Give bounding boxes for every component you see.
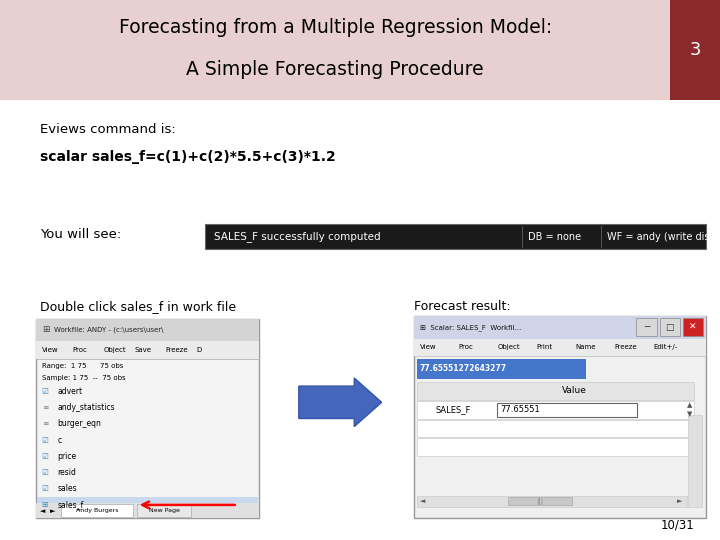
Text: ⊞: ⊞: [42, 501, 48, 509]
Text: SALES_F successfully computed: SALES_F successfully computed: [214, 231, 380, 242]
Bar: [414, 339, 706, 356]
Bar: [636, 318, 657, 336]
Text: ☑: ☑: [42, 387, 49, 396]
Bar: [660, 318, 680, 336]
Bar: [417, 359, 586, 379]
Text: 77.65551272643277: 77.65551272643277: [420, 364, 507, 373]
Text: Save: Save: [135, 347, 152, 353]
Text: WF = andy (write disabled): WF = andy (write disabled): [607, 232, 720, 241]
Bar: [688, 415, 702, 507]
Text: ◄: ◄: [40, 508, 45, 514]
Bar: [417, 420, 694, 437]
Text: Workfile: ANDY - (c:\users\user\: Workfile: ANDY - (c:\users\user\: [54, 327, 163, 333]
Bar: [497, 403, 637, 417]
Text: ⊞: ⊞: [42, 326, 49, 334]
Text: Proc: Proc: [459, 345, 474, 350]
Text: ▼: ▼: [687, 411, 693, 417]
FancyArrow shape: [299, 378, 382, 427]
Text: 10/31: 10/31: [661, 519, 695, 532]
Bar: [417, 401, 694, 418]
Text: ✕: ✕: [689, 323, 696, 332]
Bar: [205, 224, 706, 249]
Text: Range:  1 75      75 obs: Range: 1 75 75 obs: [42, 363, 123, 369]
Text: 3: 3: [690, 41, 701, 59]
Text: 77.65551: 77.65551: [500, 405, 540, 414]
Text: ☑: ☑: [42, 468, 49, 477]
Text: ☑: ☑: [42, 484, 49, 493]
Text: Andy Burgers: Andy Burgers: [76, 508, 119, 514]
Text: ─: ─: [644, 323, 649, 332]
Text: ◄: ◄: [420, 498, 426, 504]
Text: ⊞  Scalar: SALES_F  Workfil...: ⊞ Scalar: SALES_F Workfil...: [420, 324, 521, 330]
Text: Name: Name: [575, 345, 595, 350]
Bar: [508, 497, 572, 505]
Text: ≡: ≡: [42, 403, 48, 412]
Text: ▲: ▲: [687, 402, 693, 409]
Text: DB = none: DB = none: [528, 232, 581, 241]
Text: sales_f: sales_f: [58, 501, 84, 509]
Text: burger_eqn: burger_eqn: [58, 420, 102, 428]
Text: View: View: [42, 347, 58, 353]
Bar: [417, 496, 687, 507]
Text: ►: ►: [50, 508, 55, 514]
Text: Eviews command is:: Eviews command is:: [40, 123, 176, 136]
Bar: [414, 316, 706, 339]
Text: A Simple Forecasting Procedure: A Simple Forecasting Procedure: [186, 60, 484, 79]
Text: Proc: Proc: [73, 347, 88, 353]
Text: You will see:: You will see:: [40, 228, 121, 241]
Text: □: □: [665, 323, 674, 332]
Text: andy_statistics: andy_statistics: [58, 403, 115, 412]
Text: |||: |||: [536, 498, 544, 504]
Bar: [417, 382, 694, 400]
Text: Print: Print: [536, 345, 552, 350]
Text: Freeze: Freeze: [614, 345, 636, 350]
Bar: [683, 318, 703, 336]
Bar: [670, 0, 720, 100]
Bar: [36, 319, 259, 341]
Text: Freeze: Freeze: [166, 347, 188, 353]
Text: D: D: [197, 347, 202, 353]
Text: resid: resid: [58, 468, 76, 477]
Text: c: c: [58, 436, 62, 444]
Bar: [61, 504, 133, 517]
Text: ☑: ☑: [42, 436, 49, 444]
Text: price: price: [58, 452, 77, 461]
Text: scalar sales_f=c(1)+c(2)*5.5+c(3)*1.2: scalar sales_f=c(1)+c(2)*5.5+c(3)*1.2: [40, 150, 336, 164]
Text: Forecasting from a Multiple Regression Model:: Forecasting from a Multiple Regression M…: [119, 18, 552, 37]
Text: View: View: [420, 345, 436, 350]
Text: Sample: 1 75  --  75 obs: Sample: 1 75 -- 75 obs: [42, 375, 125, 381]
Text: Forecast result:: Forecast result:: [414, 300, 510, 313]
Text: Object: Object: [104, 347, 126, 353]
Text: Edit+/-: Edit+/-: [653, 345, 678, 350]
Text: Object: Object: [498, 345, 520, 350]
Text: New Page: New Page: [149, 508, 179, 514]
Bar: [417, 438, 694, 456]
Text: Double click sales_f in work file: Double click sales_f in work file: [40, 300, 235, 313]
Bar: [137, 504, 191, 517]
Text: sales: sales: [58, 484, 77, 493]
Text: ☑: ☑: [42, 452, 49, 461]
Text: ►: ►: [677, 498, 683, 504]
Bar: [36, 341, 259, 359]
Bar: [37, 497, 258, 513]
Bar: [36, 503, 259, 518]
Text: Value: Value: [562, 386, 587, 395]
Text: ≡: ≡: [42, 420, 48, 428]
Text: advert: advert: [58, 387, 83, 396]
Text: SALES_F: SALES_F: [436, 405, 472, 414]
